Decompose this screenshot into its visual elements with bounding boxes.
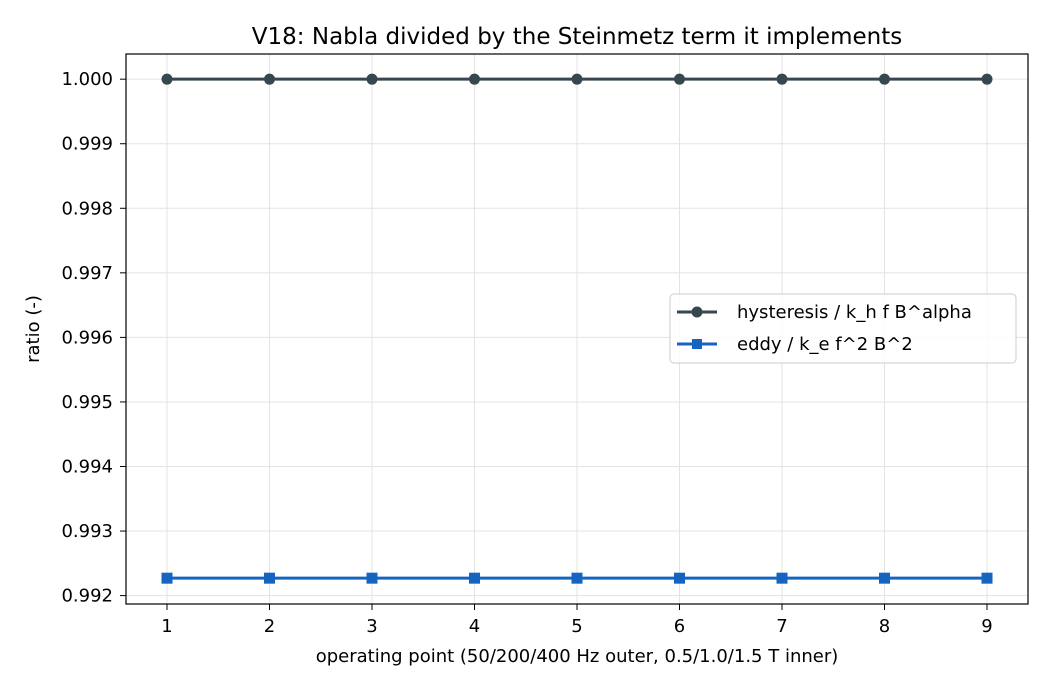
y-tick-label: 0.997 — [61, 263, 113, 284]
data-point-eddy — [366, 572, 378, 584]
data-point-hysteresis — [776, 73, 788, 85]
legend-label-hysteresis: hysteresis / k_h f B^alpha — [737, 302, 972, 323]
legend-label-eddy: eddy / k_e f^2 B^2 — [737, 334, 913, 355]
y-tick-label: 0.992 — [61, 586, 113, 607]
data-point-hysteresis — [674, 73, 685, 85]
data-point-hysteresis — [469, 73, 480, 85]
data-point-eddy — [469, 572, 480, 584]
data-point-eddy — [981, 572, 993, 584]
ticks: 1 2 3 4 5 6 7 8 9 0.992 0.993 0.994 0.995 0.996 0.997 0… — [61, 69, 992, 637]
y-axis-label: ratio (-) — [23, 295, 44, 363]
x-tick-label: 1 — [161, 616, 172, 637]
data-point-hysteresis — [264, 73, 275, 85]
data-point-hysteresis — [161, 73, 173, 85]
data-point-eddy — [674, 572, 685, 584]
legend-marker-eddy — [692, 339, 702, 349]
x-tick-label: 3 — [366, 616, 377, 637]
x-tick-label: 8 — [879, 616, 890, 637]
y-tick-label: 0.999 — [61, 134, 113, 155]
legend-box — [669, 293, 1017, 364]
data-point-hysteresis — [981, 73, 993, 85]
x-tick-label: 7 — [776, 616, 787, 637]
data-point-hysteresis — [366, 73, 378, 85]
data-point-eddy — [264, 572, 275, 584]
y-tick-label: 0.994 — [61, 457, 113, 478]
x-axis-label: operating point (50/200/400 Hz outer, 0.… — [316, 646, 839, 667]
x-tick-label: 5 — [571, 616, 582, 637]
data-point-eddy — [879, 572, 890, 584]
y-tick-label: 0.996 — [61, 327, 113, 348]
y-tick-label: 0.993 — [61, 521, 113, 542]
series-layer — [161, 73, 993, 584]
data-point-eddy — [571, 572, 583, 584]
legend: hysteresis / k_h f B^alpha eddy / k_e f^… — [669, 293, 1017, 364]
series-hysteresis — [161, 73, 993, 85]
data-point-eddy — [161, 572, 173, 584]
x-tick-label: 9 — [981, 616, 992, 637]
chart-title: V18: Nabla divided by the Steinmetz term… — [252, 24, 902, 50]
x-tick-label: 6 — [674, 616, 685, 637]
x-tick-label: 4 — [469, 616, 480, 637]
data-point-eddy — [776, 572, 788, 584]
grid — [126, 54, 1028, 604]
y-tick-label: 1.000 — [61, 69, 113, 90]
y-tick-label: 0.998 — [61, 198, 113, 219]
data-point-hysteresis — [879, 73, 890, 85]
legend-marker-hysteresis — [691, 306, 703, 318]
x-tick-label: 2 — [264, 616, 275, 637]
series-eddy — [161, 572, 993, 584]
data-point-hysteresis — [571, 73, 583, 85]
y-tick-label: 0.995 — [61, 392, 113, 413]
